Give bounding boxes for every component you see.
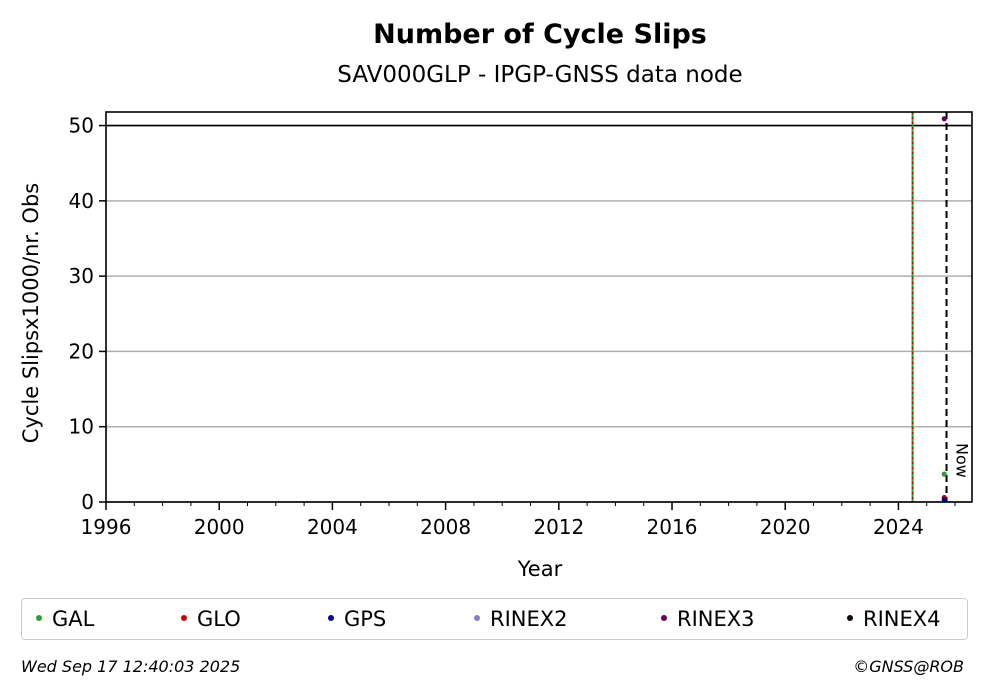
legend-item-rinex3: RINEX3 [661, 599, 755, 639]
x-tick-label: 2008 [420, 515, 471, 539]
legend-item-glo: GLO [181, 599, 241, 639]
plot-area: Now 1996 2000 2004 2008 2012 2016 2020 2024 0 10 20… [69, 111, 973, 539]
axes-frame [105, 111, 973, 503]
y-tick-label: 50 [69, 114, 94, 138]
y-tick-label: 10 [69, 415, 94, 439]
x-tick-label: 2004 [307, 515, 358, 539]
legend-item-gps: GPS [328, 599, 386, 639]
y-tick-label: 40 [69, 189, 94, 213]
chart-title: Number of Cycle Slips [373, 19, 707, 50]
chart-subtitle: SAV000GLP - IPGP-GNSS data node [337, 62, 742, 88]
legend-label: RINEX2 [490, 607, 568, 631]
legend-marker [36, 615, 42, 621]
x-tick-label: 2024 [873, 515, 924, 539]
timestamp: Wed Sep 17 12:40:03 2025 [21, 657, 241, 676]
legend-item-rinex2: RINEX2 [474, 599, 568, 639]
y-axis-label: Cycle Slipsx1000/nr. Obs [19, 183, 43, 443]
x-tick-label: 2012 [533, 515, 584, 539]
x-axis-label: Year [517, 557, 563, 581]
legend-marker [328, 615, 334, 621]
chart-legend: GAL GLO GPS RINEX2 RINEX3 RINEX4 [21, 598, 968, 640]
x-tick-label: 2000 [194, 515, 245, 539]
y-tick-label: 0 [81, 490, 94, 514]
x-tick-label: 1996 [81, 515, 132, 539]
copyright: ©GNSS@ROB [853, 657, 964, 676]
data-point-gal [941, 471, 947, 477]
legend-label: GAL [52, 607, 95, 631]
legend-label: RINEX3 [677, 607, 755, 631]
legend-marker [181, 615, 187, 621]
legend-marker [847, 615, 853, 621]
cycle-slips-chart: Number of Cycle Slips SAV000GLP - IPGP-G… [19, 19, 973, 581]
data-point-gps [941, 497, 947, 503]
x-tick-label: 2020 [760, 515, 811, 539]
legend-label: RINEX4 [863, 607, 941, 631]
x-tick-label: 2016 [647, 515, 698, 539]
legend-marker [661, 615, 667, 621]
y-tick-label: 30 [69, 264, 94, 288]
legend-label: GLO [197, 607, 241, 631]
legend-marker [474, 615, 480, 621]
y-tick-label: 20 [69, 339, 94, 363]
legend-item-rinex4: RINEX4 [847, 599, 941, 639]
data-point-rinex3 [941, 116, 947, 122]
now-label: Now [953, 443, 972, 478]
legend-item-gal: GAL [36, 599, 94, 639]
legend-label: GPS [344, 607, 387, 631]
